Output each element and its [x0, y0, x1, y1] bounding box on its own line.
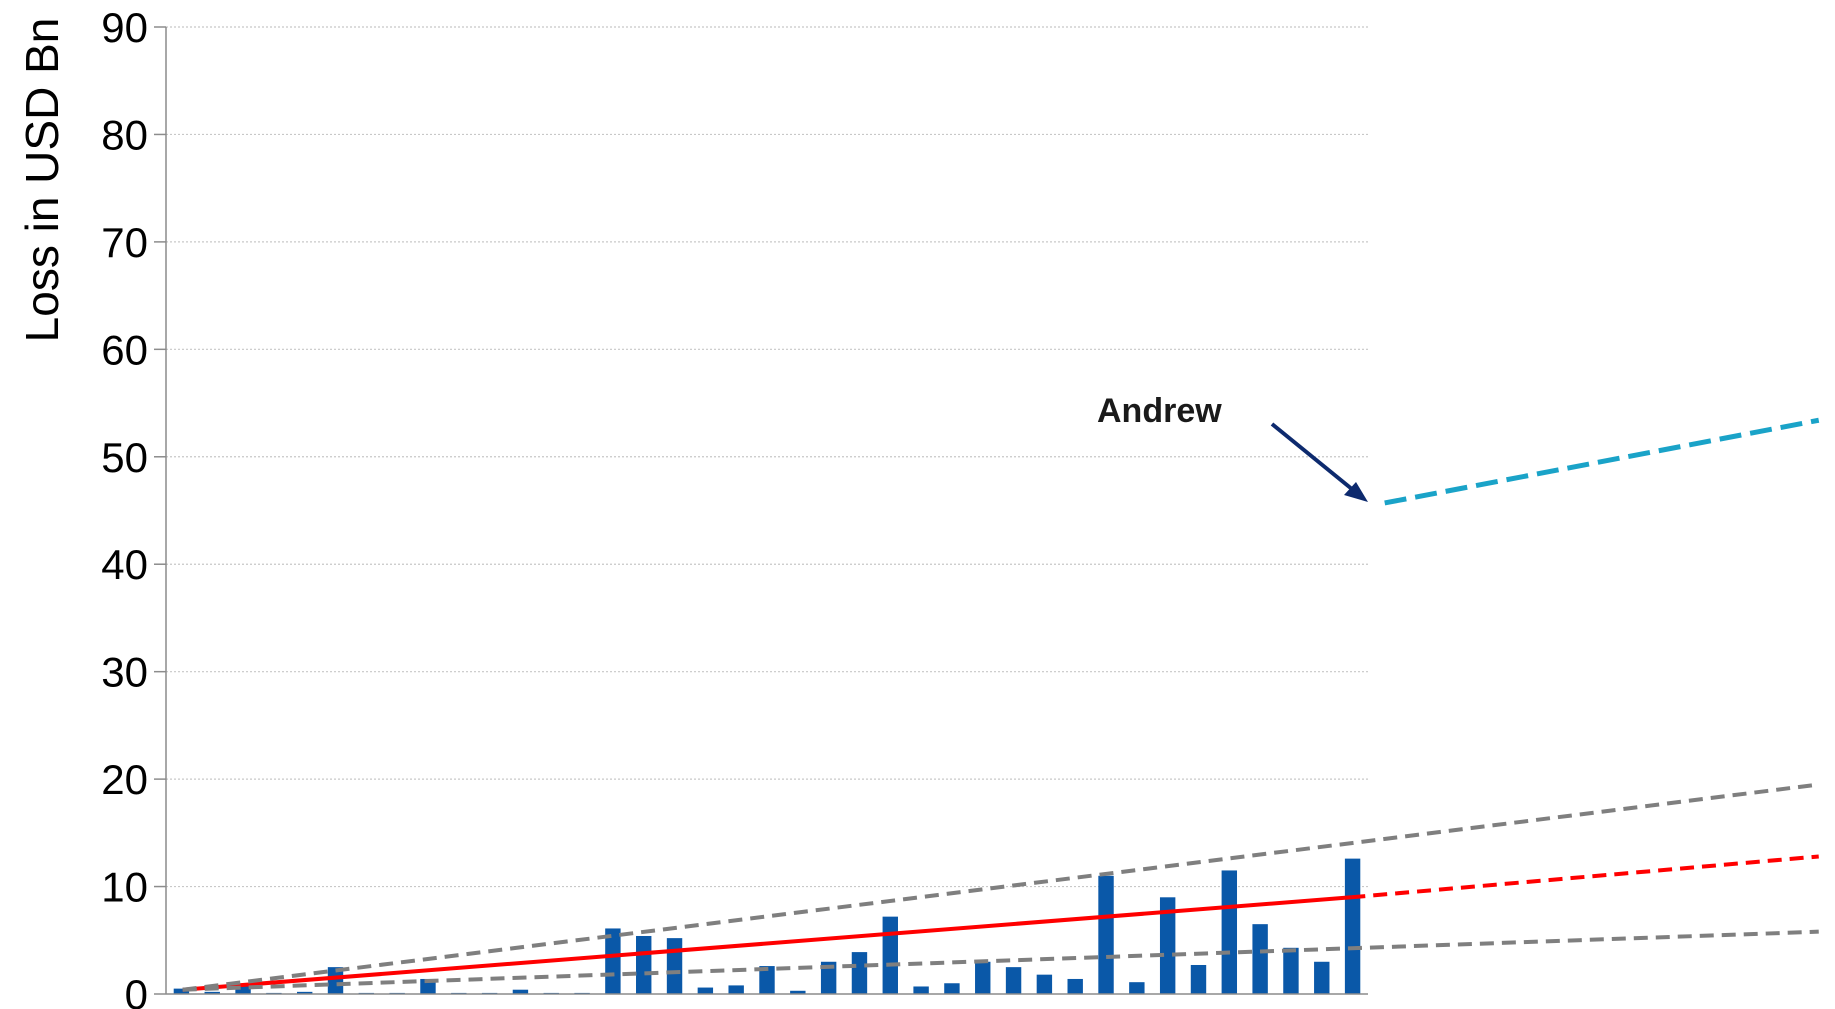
bar — [1129, 982, 1145, 994]
annotation-arrowhead — [1344, 482, 1368, 502]
bar — [913, 986, 929, 994]
y-tick-labels: 0 10 20 30 40 50 60 70 80 90 — [101, 4, 148, 1009]
bar — [173, 988, 190, 994]
trend-line — [182, 782, 1819, 992]
annotation-label: Andrew — [1097, 392, 1222, 430]
bar — [975, 961, 991, 994]
bar — [327, 967, 344, 994]
y-tick-label: 40 — [101, 541, 148, 588]
bar — [1344, 858, 1361, 994]
bar — [1314, 961, 1330, 994]
bar — [790, 990, 806, 994]
gridlines — [154, 26, 1368, 995]
y-tick-label: 0 — [125, 971, 148, 1009]
trend-line — [182, 929, 1819, 992]
bar — [235, 985, 251, 994]
annotation-arrow — [1270, 422, 1360, 496]
bar — [820, 961, 837, 994]
axes — [165, 27, 1368, 995]
trend-line — [182, 895, 1352, 992]
bar — [296, 991, 313, 994]
bar — [882, 916, 898, 994]
y-tick-label: 50 — [101, 434, 148, 481]
y-tick-label: 60 — [101, 326, 148, 373]
trend-line — [1384, 417, 1820, 506]
y-tick-label: 30 — [101, 649, 148, 696]
bar — [1159, 897, 1176, 994]
bar — [1098, 875, 1114, 994]
bar — [605, 928, 621, 994]
trend-lines — [182, 417, 1820, 992]
bar — [1283, 947, 1299, 994]
bar — [666, 938, 683, 994]
bar — [512, 989, 529, 994]
y-tick-label: 20 — [101, 756, 148, 803]
bar — [1252, 924, 1268, 994]
bar — [1221, 870, 1238, 994]
bar — [728, 985, 744, 994]
trend-line — [1351, 854, 1819, 900]
bar — [851, 952, 868, 994]
bar — [1067, 978, 1083, 994]
bar — [204, 991, 220, 994]
y-tick-label: 80 — [101, 111, 148, 158]
bars — [173, 858, 1361, 994]
bar — [1190, 964, 1207, 994]
bar — [944, 983, 960, 994]
bar — [759, 966, 775, 994]
andrew-annotation: Andrew — [1097, 392, 1368, 502]
y-tick-label: 10 — [101, 864, 148, 911]
y-axis-title: Loss in USD Bn — [16, 18, 68, 343]
y-tick-label: 90 — [101, 4, 148, 51]
bar — [636, 935, 652, 994]
bar — [1005, 967, 1022, 994]
bar — [1036, 974, 1053, 994]
y-tick-label: 70 — [101, 219, 148, 266]
bar — [697, 987, 714, 994]
